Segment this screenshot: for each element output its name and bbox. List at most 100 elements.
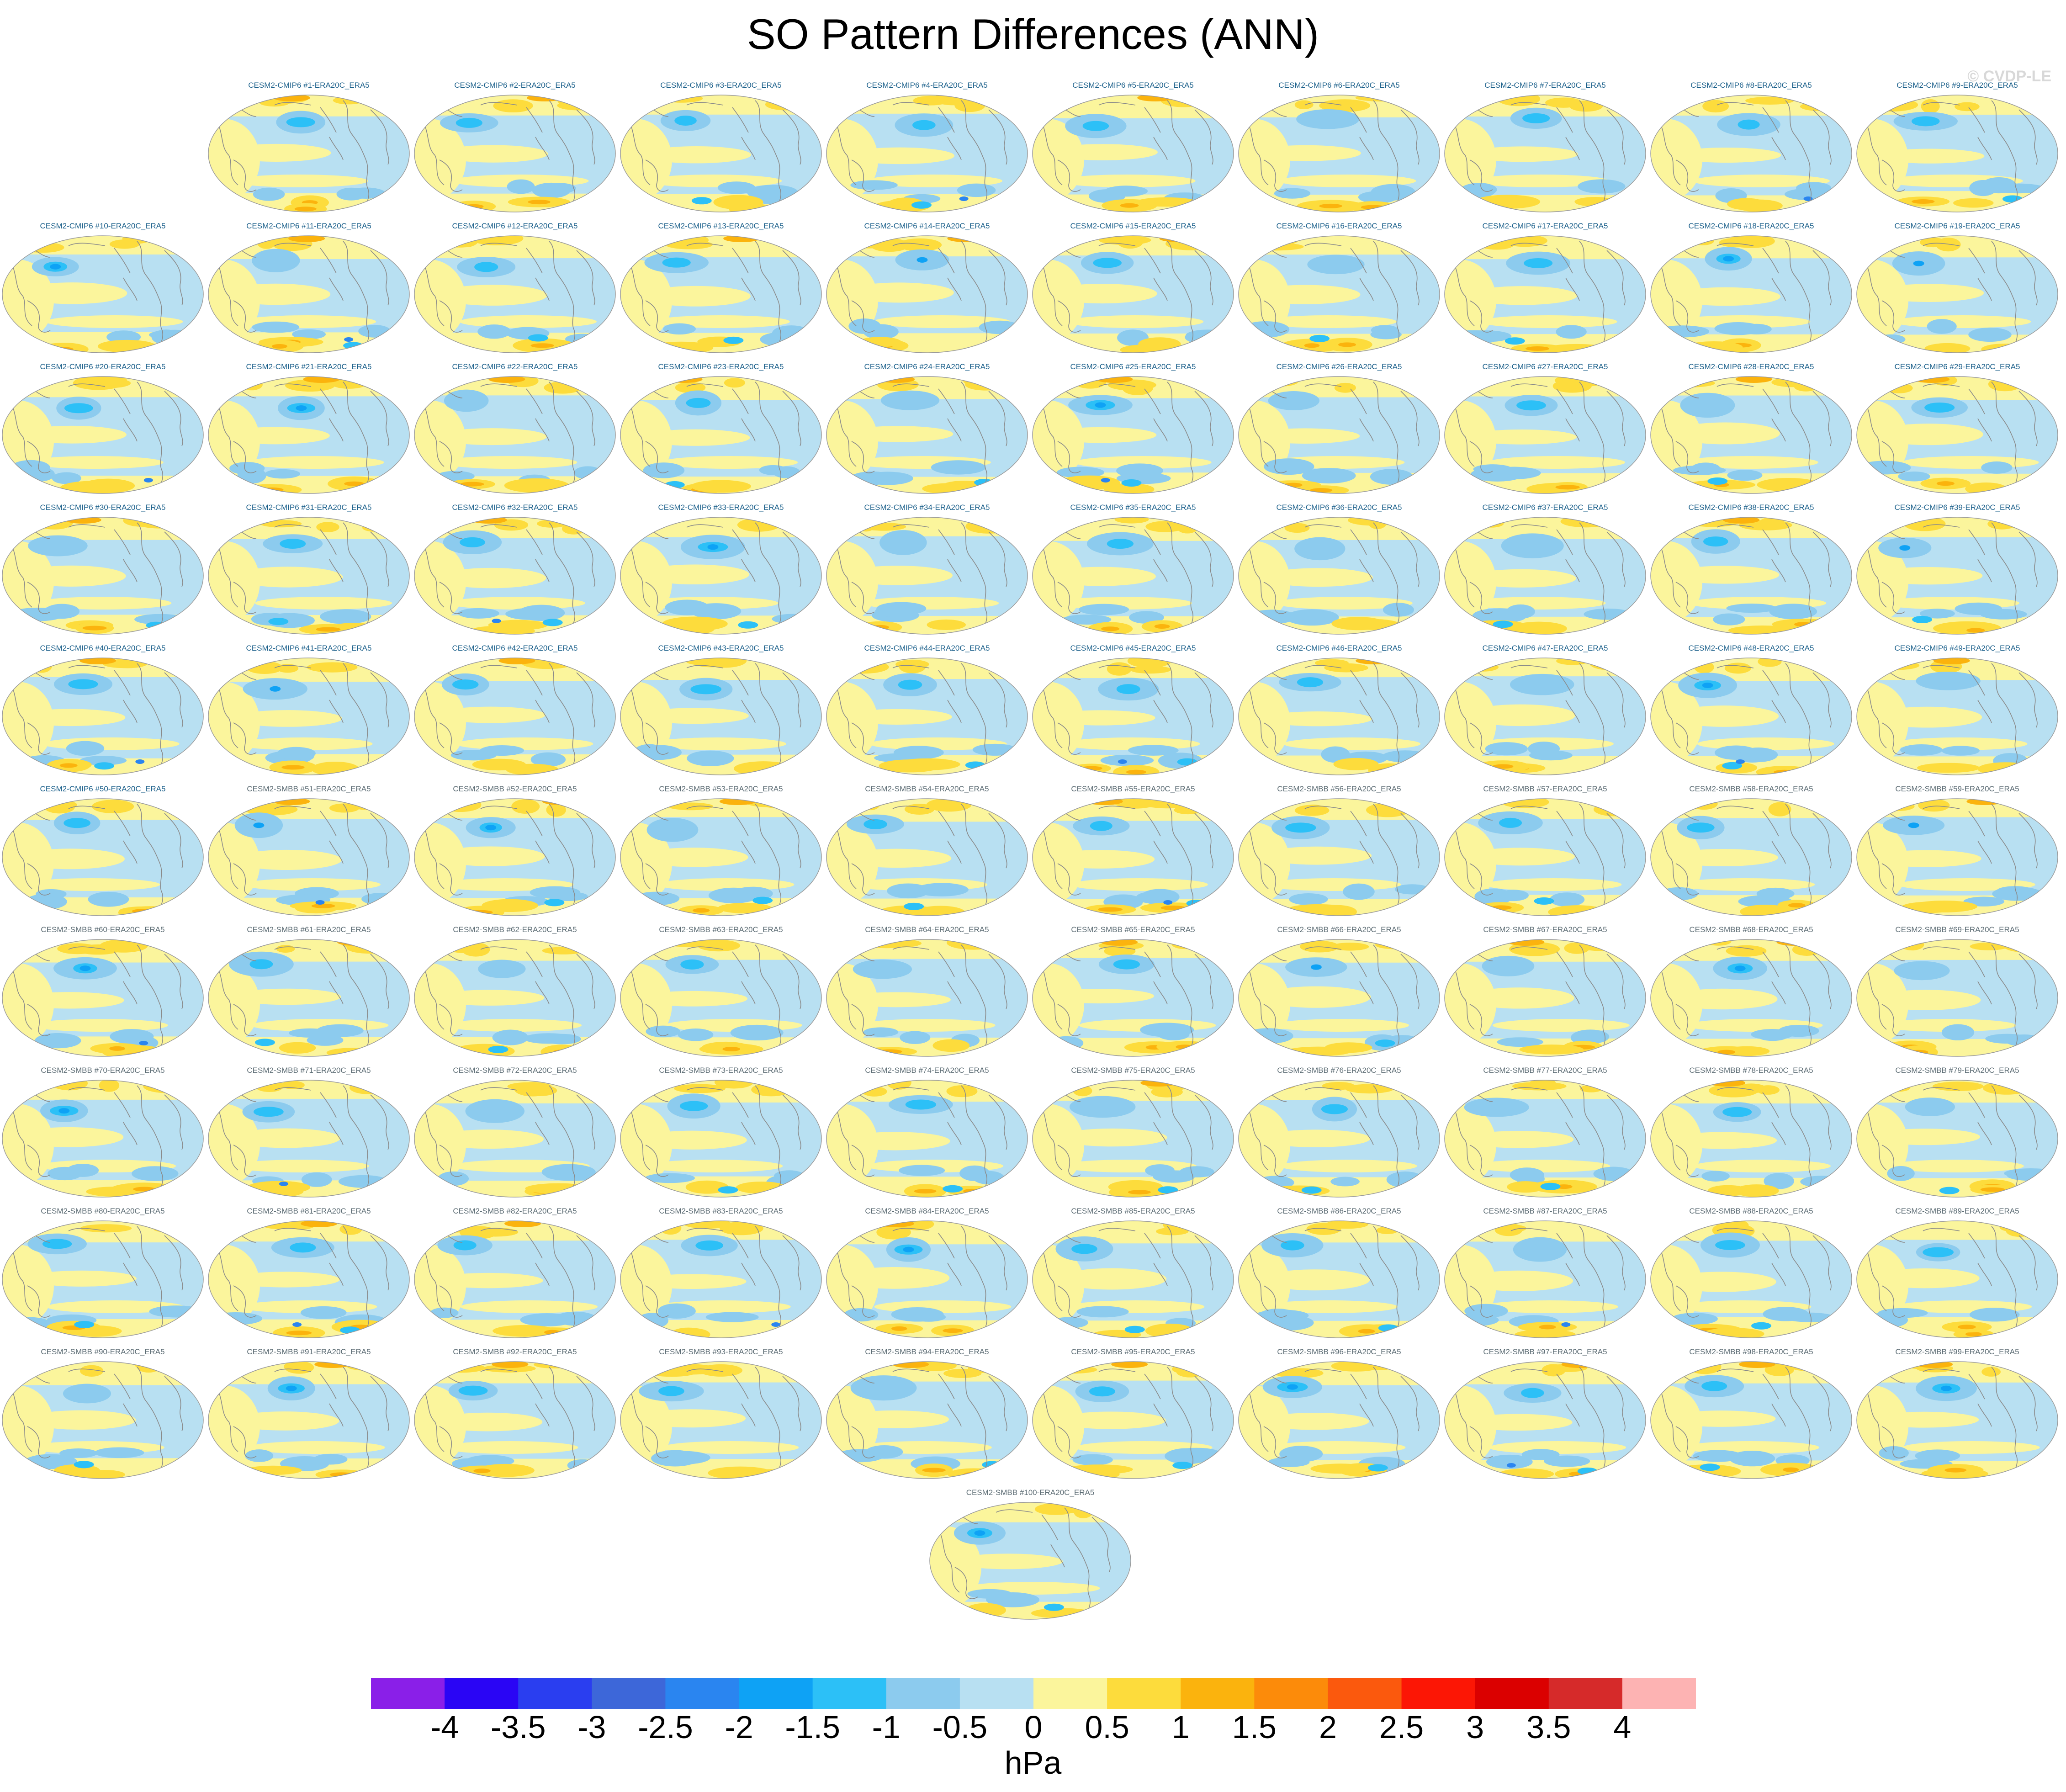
colorbar-tick-label: 2.5: [1379, 1709, 1424, 1745]
panel-label: CESM2-CMIP6 #34-ERA20C_ERA5: [864, 503, 990, 512]
map-plot: [1238, 1361, 1440, 1479]
map-panel: CESM2-CMIP6 #26-ERA20C_ERA5: [1236, 362, 1442, 499]
colorbar-box: [812, 1678, 887, 1709]
colorbar-tick-label: -3: [577, 1709, 606, 1745]
panel-label: CESM2-CMIP6 #42-ERA20C_ERA5: [452, 644, 578, 652]
map-panel: CESM2-SMBB #59-ERA20C_ERA5: [1854, 784, 2060, 921]
panel-label: CESM2-SMBB #95-ERA20C_ERA5: [1071, 1347, 1195, 1356]
panel-label: CESM2-SMBB #72-ERA20C_ERA5: [453, 1066, 577, 1075]
panel-label: CESM2-SMBB #83-ERA20C_ERA5: [659, 1207, 783, 1215]
panel-label: CESM2-SMBB #55-ERA20C_ERA5: [1071, 785, 1195, 793]
colorbar-box: [1548, 1678, 1623, 1709]
map-panel: CESM2-CMIP6 #5-ERA20C_ERA5: [1030, 80, 1236, 217]
map-plot: [414, 1220, 616, 1338]
panel-label: CESM2-SMBB #76-ERA20C_ERA5: [1277, 1066, 1401, 1075]
colorbar-tick-label: -0.5: [932, 1709, 988, 1745]
map-plot: [208, 657, 410, 775]
map-panel: CESM2-SMBB #88-ERA20C_ERA5: [1648, 1206, 1854, 1343]
panel-label: CESM2-CMIP6 #46-ERA20C_ERA5: [1276, 644, 1402, 652]
map-panel: CESM2-CMIP6 #15-ERA20C_ERA5: [1030, 221, 1236, 358]
map-plot: [1444, 798, 1646, 916]
colorbar-box: [1622, 1678, 1696, 1709]
map-panel: CESM2-CMIP6 #24-ERA20C_ERA5: [824, 362, 1030, 499]
map-plot: [2, 657, 204, 775]
panel-label: CESM2-CMIP6 #1-ERA20C_ERA5: [248, 81, 370, 90]
colorbar-box: [1181, 1678, 1255, 1709]
colorbar-tick-label: 3.5: [1526, 1709, 1571, 1745]
map-panel: CESM2-CMIP6 #30-ERA20C_ERA5: [0, 503, 206, 640]
map-panel: CESM2-CMIP6 #36-ERA20C_ERA5: [1236, 503, 1442, 640]
map-panel: CESM2-SMBB #52-ERA20C_ERA5: [412, 784, 618, 921]
map-panel: CESM2-CMIP6 #2-ERA20C_ERA5: [412, 80, 618, 217]
panel-label: CESM2-SMBB #78-ERA20C_ERA5: [1689, 1066, 1813, 1075]
map-panel: CESM2-SMBB #85-ERA20C_ERA5: [1030, 1206, 1236, 1343]
map-plot: [2, 376, 204, 494]
panel-label: CESM2-CMIP6 #3-ERA20C_ERA5: [660, 81, 782, 90]
map-plot: [414, 1361, 616, 1479]
map-panel: CESM2-SMBB #74-ERA20C_ERA5: [824, 1066, 1030, 1203]
panel-label: CESM2-CMIP6 #32-ERA20C_ERA5: [452, 503, 578, 512]
colorbar: [371, 1678, 1696, 1709]
colorbar-box: [371, 1678, 445, 1709]
colorbar-tick-label: -4: [430, 1709, 459, 1745]
map-plot: [2, 235, 204, 353]
panel-label: CESM2-SMBB #59-ERA20C_ERA5: [1895, 785, 2019, 793]
colorbar-box: [1107, 1678, 1181, 1709]
panel-label: CESM2-CMIP6 #37-ERA20C_ERA5: [1482, 503, 1608, 512]
panel-label: CESM2-SMBB #51-ERA20C_ERA5: [247, 785, 371, 793]
panel-label: CESM2-CMIP6 #20-ERA20C_ERA5: [40, 362, 166, 371]
map-panel: CESM2-CMIP6 #41-ERA20C_ERA5: [206, 643, 412, 780]
panel-label: CESM2-CMIP6 #19-ERA20C_ERA5: [1894, 222, 2020, 230]
colorbar-box: [1328, 1678, 1402, 1709]
panel-label: CESM2-SMBB #82-ERA20C_ERA5: [453, 1207, 577, 1215]
panel-label: CESM2-CMIP6 #28-ERA20C_ERA5: [1688, 362, 1814, 371]
map-panel: CESM2-CMIP6 #43-ERA20C_ERA5: [618, 643, 824, 780]
map-plot: [414, 376, 616, 494]
panel-label: CESM2-CMIP6 #9-ERA20C_ERA5: [1896, 81, 2018, 90]
colorbar-box: [886, 1678, 960, 1709]
panel-label: CESM2-CMIP6 #44-ERA20C_ERA5: [864, 644, 990, 652]
map-plot: [1856, 95, 2058, 212]
map-plot: [620, 95, 822, 212]
colorbar-tick-label: -3.5: [490, 1709, 546, 1745]
map-panel: CESM2-SMBB #55-ERA20C_ERA5: [1030, 784, 1236, 921]
map-panel: CESM2-SMBB #75-ERA20C_ERA5: [1030, 1066, 1236, 1203]
map-plot: [826, 939, 1028, 1057]
map-panel: CESM2-SMBB #93-ERA20C_ERA5: [618, 1347, 824, 1484]
map-panel: CESM2-SMBB #69-ERA20C_ERA5: [1854, 925, 2060, 1062]
map-panel: CESM2-CMIP6 #33-ERA20C_ERA5: [618, 503, 824, 640]
map-plot: [208, 95, 410, 212]
panel-label: CESM2-CMIP6 #24-ERA20C_ERA5: [864, 362, 990, 371]
panel-label: CESM2-SMBB #85-ERA20C_ERA5: [1071, 1207, 1195, 1215]
panel-label: CESM2-SMBB #66-ERA20C_ERA5: [1277, 925, 1401, 934]
map-plot: [208, 235, 410, 353]
map-panel: CESM2-CMIP6 #10-ERA20C_ERA5: [0, 221, 206, 358]
panel-label: CESM2-CMIP6 #2-ERA20C_ERA5: [454, 81, 576, 90]
map-plot: [1444, 517, 1646, 635]
map-plot: [1238, 95, 1440, 212]
panel-label: CESM2-SMBB #92-ERA20C_ERA5: [453, 1347, 577, 1356]
map-panel: CESM2-SMBB #65-ERA20C_ERA5: [1030, 925, 1236, 1062]
map-plot: [1238, 798, 1440, 916]
map-panel: CESM2-CMIP6 #29-ERA20C_ERA5: [1854, 362, 2060, 499]
map-panel: CESM2-CMIP6 #20-ERA20C_ERA5: [0, 362, 206, 499]
map-plot: [1856, 1080, 2058, 1198]
map-plot: [1650, 1220, 1852, 1338]
map-panel: CESM2-SMBB #89-ERA20C_ERA5: [1854, 1206, 2060, 1343]
panel-label: CESM2-SMBB #61-ERA20C_ERA5: [247, 925, 371, 934]
panel-label: CESM2-CMIP6 #7-ERA20C_ERA5: [1484, 81, 1606, 90]
map-panel: CESM2-CMIP6 #1-ERA20C_ERA5: [206, 80, 412, 217]
map-plot: [2, 1080, 204, 1198]
map-panel: CESM2-SMBB #92-ERA20C_ERA5: [412, 1347, 618, 1484]
map-panel: CESM2-SMBB #100-ERA20C_ERA5: [927, 1488, 1133, 1625]
watermark: © CVDP-LE: [1967, 68, 2051, 85]
panel-label: CESM2-CMIP6 #49-ERA20C_ERA5: [1894, 644, 2020, 652]
map-plot: [414, 798, 616, 916]
map-panel: CESM2-CMIP6 #9-ERA20C_ERA5: [1854, 80, 2060, 217]
map-panel: CESM2-SMBB #81-ERA20C_ERA5: [206, 1206, 412, 1343]
map-plot: [620, 1361, 822, 1479]
map-panel: CESM2-SMBB #66-ERA20C_ERA5: [1236, 925, 1442, 1062]
panel-label: CESM2-CMIP6 #15-ERA20C_ERA5: [1070, 222, 1196, 230]
map-panel: CESM2-SMBB #76-ERA20C_ERA5: [1236, 1066, 1442, 1203]
map-plot: [2, 1361, 204, 1479]
